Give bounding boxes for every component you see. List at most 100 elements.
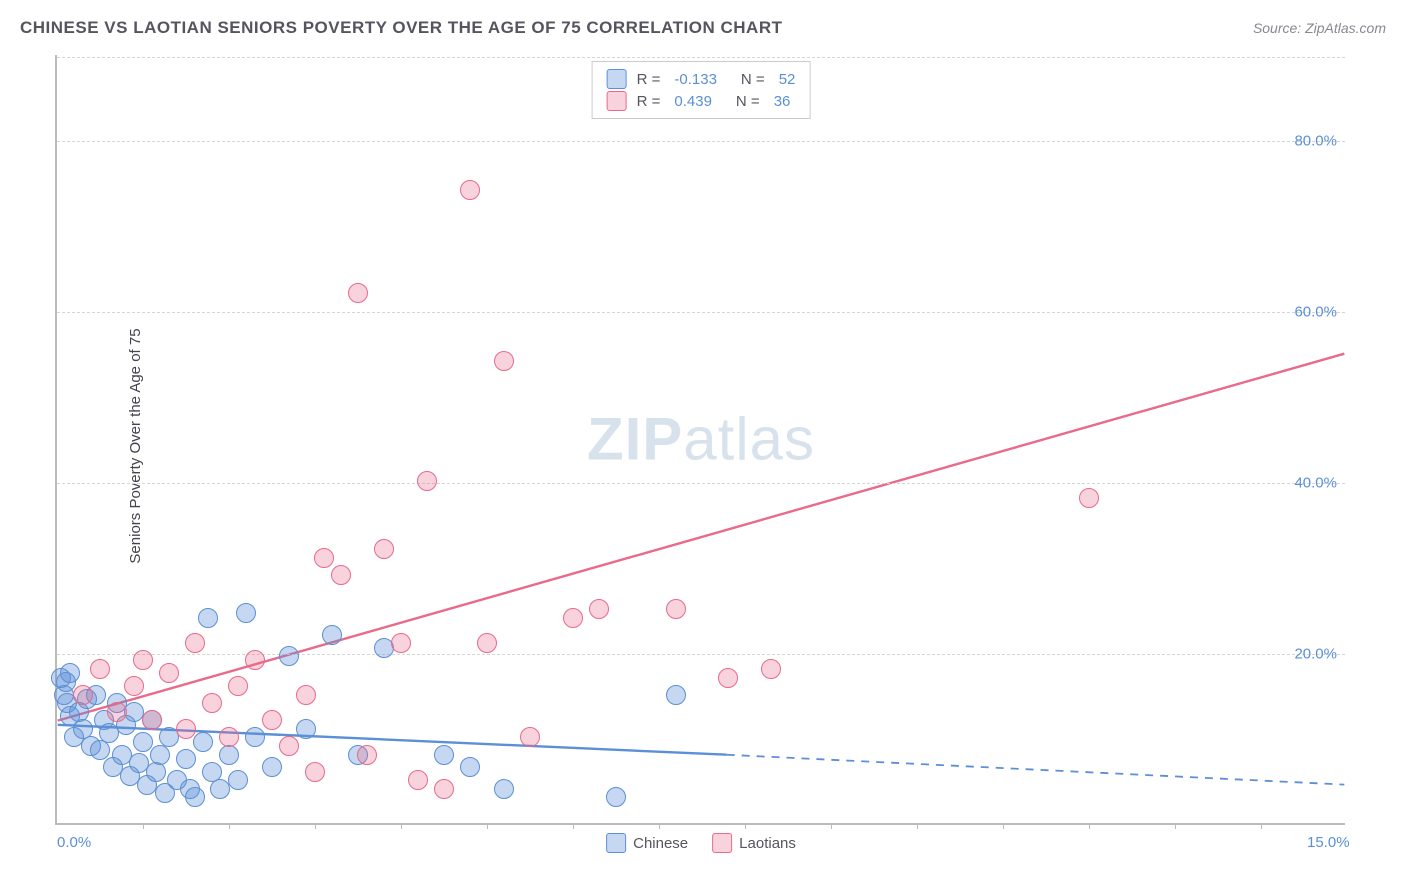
trend-line-extrapolated <box>727 755 1345 785</box>
trend-lines <box>57 55 1345 823</box>
scatter-point <box>73 685 93 705</box>
n-value: 36 <box>774 93 791 110</box>
legend-label: Laotians <box>739 835 796 852</box>
correlation-row: R = -0.133 N = 52 <box>607 68 796 90</box>
scatter-point <box>124 676 144 696</box>
scatter-point <box>133 650 153 670</box>
scatter-point <box>150 745 170 765</box>
scatter-point <box>90 740 110 760</box>
gridline <box>57 312 1345 313</box>
scatter-point <box>279 646 299 666</box>
x-tick-mark <box>831 823 832 829</box>
x-tick-mark <box>745 823 746 829</box>
scatter-point <box>606 787 626 807</box>
gridline <box>57 57 1345 58</box>
r-value: -0.133 <box>674 71 717 88</box>
scatter-point <box>219 727 239 747</box>
y-tick-label: 40.0% <box>1294 474 1337 491</box>
y-tick-label: 60.0% <box>1294 303 1337 320</box>
scatter-point <box>228 676 248 696</box>
scatter-point <box>494 351 514 371</box>
scatter-point <box>718 668 738 688</box>
legend-swatch <box>712 833 732 853</box>
scatter-point <box>460 180 480 200</box>
scatter-point <box>279 736 299 756</box>
scatter-point <box>417 471 437 491</box>
scatter-point <box>434 779 454 799</box>
scatter-point <box>176 749 196 769</box>
x-tick-mark <box>1089 823 1090 829</box>
x-tick-mark <box>659 823 660 829</box>
correlation-legend: R = -0.133 N = 52 R = 0.439 N = 36 <box>592 61 811 119</box>
scatter-point <box>322 625 342 645</box>
n-label: N = <box>736 93 760 110</box>
scatter-point <box>305 762 325 782</box>
scatter-point <box>245 727 265 747</box>
scatter-point <box>245 650 265 670</box>
scatter-point <box>262 757 282 777</box>
x-tick-mark <box>1175 823 1176 829</box>
legend-label: Chinese <box>633 835 688 852</box>
scatter-point <box>494 779 514 799</box>
scatter-point <box>185 787 205 807</box>
chart-title: CHINESE VS LAOTIAN SENIORS POVERTY OVER … <box>20 18 783 38</box>
x-tick-mark <box>1003 823 1004 829</box>
n-value: 52 <box>779 71 796 88</box>
scatter-point <box>391 633 411 653</box>
scatter-point <box>296 685 316 705</box>
scatter-point <box>236 603 256 623</box>
x-tick-mark <box>487 823 488 829</box>
scatter-point <box>219 745 239 765</box>
scatter-point <box>434 745 454 765</box>
x-tick-mark <box>143 823 144 829</box>
scatter-point <box>331 565 351 585</box>
scatter-point <box>146 762 166 782</box>
x-tick-mark <box>573 823 574 829</box>
x-tick-label: 15.0% <box>1307 834 1350 851</box>
scatter-point <box>1079 488 1099 508</box>
scatter-point <box>133 732 153 752</box>
scatter-point <box>666 599 686 619</box>
scatter-point <box>761 659 781 679</box>
scatter-point <box>357 745 377 765</box>
scatter-point <box>202 693 222 713</box>
source-label: Source: ZipAtlas.com <box>1253 20 1386 36</box>
scatter-point <box>176 719 196 739</box>
scatter-point <box>314 548 334 568</box>
scatter-point <box>90 659 110 679</box>
scatter-point <box>563 608 583 628</box>
y-tick-label: 80.0% <box>1294 132 1337 149</box>
scatter-point <box>262 710 282 730</box>
correlation-row: R = 0.439 N = 36 <box>607 90 796 112</box>
r-label: R = <box>637 71 661 88</box>
scatter-point <box>185 633 205 653</box>
scatter-chart: ZIPatlas R =-0.133N =52R =0.439N =36 Chi… <box>55 55 1345 825</box>
watermark: ZIPatlas <box>587 405 815 474</box>
scatter-point <box>193 732 213 752</box>
x-tick-mark <box>401 823 402 829</box>
r-value: 0.439 <box>674 93 712 110</box>
x-tick-label: 0.0% <box>57 834 91 851</box>
x-tick-mark <box>1261 823 1262 829</box>
legend-swatch <box>606 833 626 853</box>
scatter-point <box>374 539 394 559</box>
r-label: R = <box>637 93 661 110</box>
scatter-point <box>520 727 540 747</box>
series-legend: Chinese Laotians <box>606 833 796 853</box>
scatter-point <box>296 719 316 739</box>
scatter-point <box>666 685 686 705</box>
y-tick-label: 20.0% <box>1294 645 1337 662</box>
scatter-point <box>159 663 179 683</box>
scatter-point <box>408 770 428 790</box>
legend-item: Laotians <box>712 833 796 853</box>
x-tick-mark <box>229 823 230 829</box>
gridline <box>57 141 1345 142</box>
scatter-point <box>589 599 609 619</box>
scatter-point <box>477 633 497 653</box>
scatter-point <box>198 608 218 628</box>
scatter-point <box>142 710 162 730</box>
n-label: N = <box>741 71 765 88</box>
legend-item: Chinese <box>606 833 688 853</box>
scatter-point <box>107 702 127 722</box>
scatter-point <box>348 283 368 303</box>
